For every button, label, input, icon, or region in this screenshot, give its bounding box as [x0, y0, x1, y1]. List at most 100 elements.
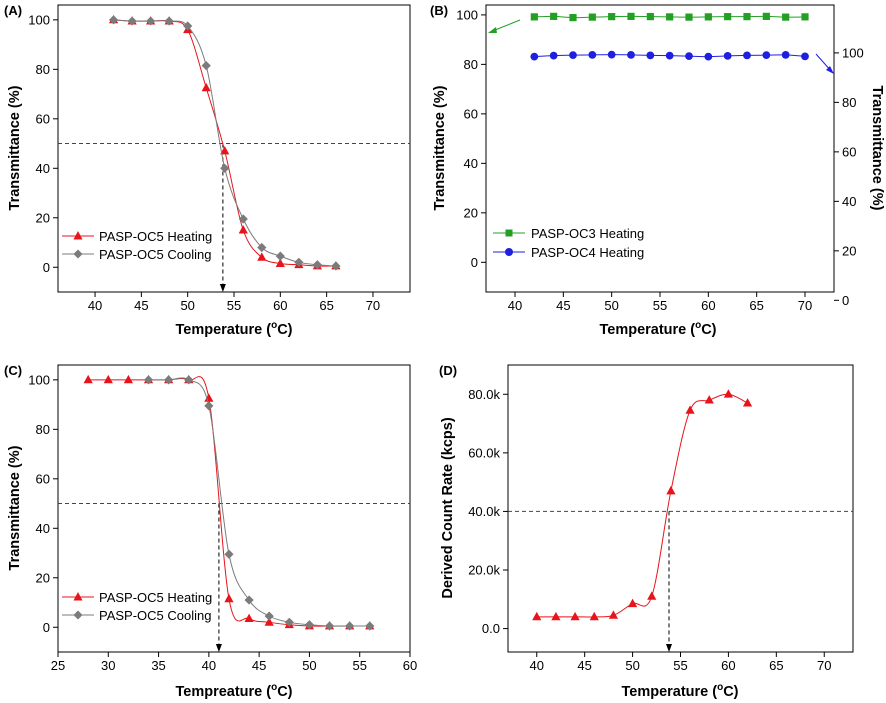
panel-b: (B) 40 45 50 55 60 65 70 0 20 40 60 80 100 0 20 40 60 80 1… [430, 3, 885, 338]
x-tick-label: 25 [51, 658, 65, 673]
data-point [685, 405, 695, 414]
panel-c-series [83, 374, 375, 631]
x-tick-label: 65 [749, 298, 763, 313]
data-point [331, 261, 341, 271]
series-line [88, 376, 370, 627]
data-point [570, 611, 580, 621]
data-point [550, 12, 558, 20]
series-line [148, 377, 370, 627]
x-tick-label: 40 [530, 658, 544, 673]
y-tick-label: 80.0k [468, 387, 500, 402]
data-point [608, 13, 616, 21]
panel-b-tag: (B) [430, 3, 448, 18]
data-point [724, 13, 732, 21]
data-point [743, 13, 751, 21]
y-tick-label: 40 [36, 521, 50, 536]
data-point [238, 225, 248, 234]
data-point [530, 52, 539, 61]
transition-arrowhead [666, 644, 672, 652]
panel-b-ticks: 40 45 50 55 60 65 70 0 20 40 60 80 100 0 20 40 60 80 100 [456, 7, 863, 313]
y-tick-label: 20 [36, 210, 50, 225]
legend-entry-heating: PASP-OC5 Heating [62, 229, 212, 244]
data-point [647, 591, 657, 600]
x-tick-label: 55 [653, 298, 667, 313]
data-point [782, 13, 790, 21]
data-point [304, 620, 315, 630]
panel-d-plot-frame [507, 364, 854, 653]
x-tick-label: 70 [798, 298, 812, 313]
panel-a-y-axis-title: Transmittance (%) [7, 85, 23, 210]
data-point [257, 242, 267, 253]
panel-d: (D) 40 45 50 55 60 65 70 0.0 20.0k 40.0k 60.0k 80.0… [439, 363, 854, 700]
data-point [607, 50, 616, 59]
data-point [685, 13, 693, 21]
legend-label: PASP-OC3 Heating [531, 226, 644, 241]
x-tick-label: 45 [577, 658, 591, 673]
legend-triangle-marker [73, 231, 83, 240]
data-point [627, 598, 638, 608]
data-point [143, 375, 154, 385]
x-tick-label: 65 [769, 658, 783, 673]
data-point [284, 617, 294, 627]
transition-arrowhead [219, 284, 226, 292]
panel-a-series [108, 14, 341, 271]
legend-entry-cooling: PASP-OC5 Cooling [62, 608, 211, 623]
data-point [646, 13, 654, 21]
x-tick-label: 65 [319, 298, 333, 313]
data-point [685, 52, 693, 61]
data-point [569, 51, 577, 60]
panel-d-ticks: 40 45 50 55 60 65 70 0.0 20.0k 40.0k 60.0k 80.0k [468, 387, 831, 673]
data-point [762, 51, 771, 60]
data-point [666, 13, 674, 21]
panel-d-x-axis-title: Temperature (oC) [621, 682, 738, 700]
panel-c-y-axis-title: Transmittance (%) [7, 445, 23, 570]
legend-label: PASP-OC5 Heating [99, 590, 212, 605]
x-tick-label: 70 [817, 658, 831, 673]
y-tick-label: 40 [464, 156, 478, 171]
y-right-tick-label: 80 [842, 95, 856, 110]
x-tick-label: 60 [403, 658, 417, 673]
data-point [224, 549, 234, 559]
data-point [665, 51, 674, 60]
data-point [220, 163, 230, 173]
data-point [801, 52, 809, 61]
x-tick-label: 40 [88, 298, 102, 313]
x-tick-label: 50 [604, 298, 618, 313]
data-point [220, 145, 230, 155]
panel-a: (A) 40 45 50 55 60 65 70 0 20 40 60 80 100 PASP-OC5 … [4, 3, 411, 338]
data-point [103, 374, 113, 384]
y-tick-label: 60 [36, 471, 50, 486]
data-point [551, 611, 561, 621]
panel-d-tag: (D) [439, 363, 457, 378]
x-tick-label: 55 [227, 298, 241, 313]
data-point [762, 12, 770, 20]
left-axis-arrowhead [488, 27, 497, 33]
x-tick-label: 45 [252, 658, 266, 673]
data-point [530, 13, 538, 21]
x-tick-label: 45 [134, 298, 148, 313]
y-tick-label: 60 [36, 111, 50, 126]
y-tick-label: 100 [28, 372, 50, 387]
legend-circle-marker [505, 248, 513, 256]
x-tick-label: 60 [701, 298, 715, 313]
y-tick-label: 100 [456, 7, 478, 22]
y-tick-label: 100 [28, 12, 50, 27]
panel-c: (C) 25 30 35 40 45 50 55 60 0 20 40 60 80 100 PASP-OC… [4, 363, 417, 700]
legend-entry-oc3: PASP-OC3 Heating [493, 226, 644, 241]
panel-a-legend: PASP-OC5 Heating PASP-OC5 Cooling [62, 229, 212, 262]
panel-d-guides [508, 510, 853, 652]
panel-c-guides [58, 503, 410, 652]
data-point [83, 374, 93, 384]
y-right-tick-label: 40 [842, 194, 856, 209]
x-tick-label: 70 [366, 298, 380, 313]
legend-triangle-marker [73, 592, 83, 601]
x-tick-label: 50 [625, 658, 639, 673]
panel-b-y-axis-title-right: Transmittance (%) [869, 86, 885, 211]
x-tick-label: 50 [302, 658, 316, 673]
y-tick-label: 20.0k [468, 563, 500, 578]
data-point [264, 611, 274, 621]
data-point [723, 389, 734, 398]
panel-a-guides [58, 143, 410, 292]
legend-label: PASP-OC5 Heating [99, 229, 212, 244]
panel-a-ticks: 40 45 50 55 60 65 70 0 20 40 60 80 100 [28, 12, 380, 313]
